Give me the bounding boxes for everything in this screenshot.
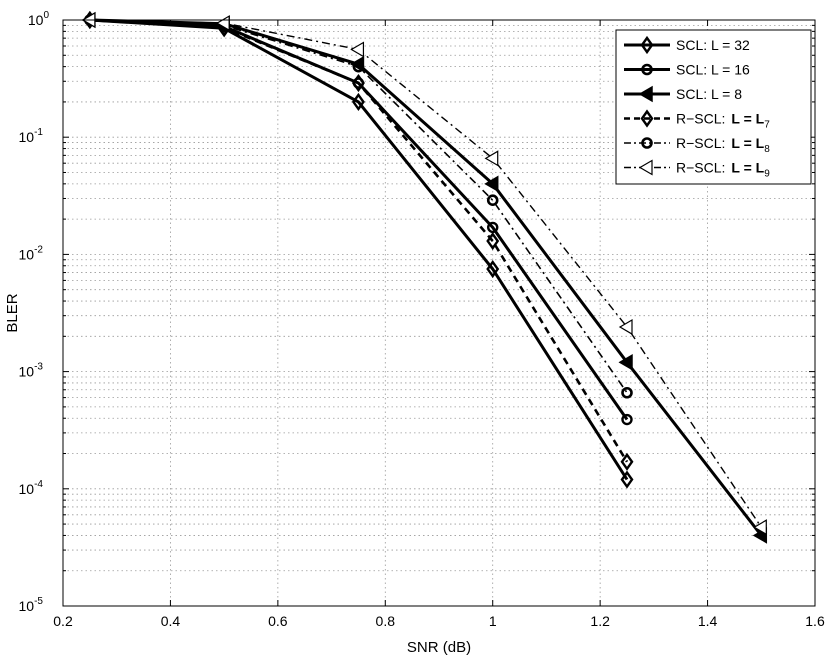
y-tick-label: 10-1 bbox=[19, 127, 44, 145]
circle-marker bbox=[352, 60, 365, 73]
axis-ticks: 0.2 0.4 0.6 0.8 1 1.2 1.4 1.6 100 10-1 10-2 10-3 10-… bbox=[19, 10, 825, 629]
legend-box bbox=[615, 29, 812, 185]
x-tick-label: 0.4 bbox=[161, 613, 181, 629]
legend-entry: R−SCL: L = L8 bbox=[624, 135, 770, 155]
plot-frame bbox=[62, 19, 816, 607]
triangle-left-open-marker bbox=[753, 519, 767, 536]
legend-entry: SCL: L = 16 bbox=[624, 62, 750, 78]
x-tick-label: 1.4 bbox=[698, 613, 718, 629]
diamond-marker bbox=[620, 470, 634, 489]
diamond-marker bbox=[351, 73, 365, 93]
diamond-marker bbox=[640, 109, 654, 128]
x-tick-label: 1.6 bbox=[805, 613, 825, 629]
x-tick-label: 1.2 bbox=[590, 613, 610, 629]
legend-entry: R−SCL: L = L9 bbox=[624, 159, 770, 180]
legend-label: SCL: L = 8 bbox=[676, 86, 742, 102]
triangle-left-open-marker bbox=[618, 318, 633, 336]
diamond-marker bbox=[351, 92, 365, 111]
y-tick-label: 100 bbox=[28, 10, 50, 28]
series-line bbox=[89, 19, 628, 394]
legend-entry: SCL: L = 32 bbox=[624, 35, 750, 55]
circle-marker bbox=[621, 413, 633, 426]
circle-marker bbox=[641, 137, 653, 149]
diamond-marker bbox=[486, 231, 500, 251]
legend-label: R−SCL: L = L8 bbox=[676, 135, 770, 155]
legend-label: SCL: L = 16 bbox=[676, 62, 750, 78]
diamond-marker bbox=[620, 452, 634, 471]
triangle-left-open-marker bbox=[484, 150, 499, 167]
y-tick-label: 10-5 bbox=[19, 596, 44, 614]
triangle-left-marker bbox=[638, 85, 653, 103]
diamond-marker bbox=[486, 259, 500, 279]
y-tick-label: 10-4 bbox=[19, 479, 44, 497]
x-axis-label: SNR (dB) bbox=[407, 639, 471, 656]
legend-label: R−SCL: L = L9 bbox=[676, 160, 770, 180]
circle-marker bbox=[621, 386, 633, 399]
x-tick-label: 0.2 bbox=[53, 613, 73, 629]
series-layer bbox=[81, 10, 768, 544]
legend-entry: R−SCL: L = L7 bbox=[624, 109, 770, 131]
legend-entry: SCL: L = 8 bbox=[624, 85, 742, 103]
circle-marker bbox=[641, 63, 653, 76]
y-tick-label: 10-3 bbox=[19, 362, 44, 380]
series-line bbox=[89, 19, 762, 528]
diamond-marker bbox=[640, 35, 654, 55]
series-line bbox=[89, 18, 629, 463]
x-tick-label: 0.8 bbox=[376, 613, 396, 629]
legend: SCL: L = 32 SCL: L = 16 SCL: L = 8 R−SCL: L … bbox=[615, 29, 812, 185]
triangle-left-marker bbox=[484, 175, 499, 193]
triangle-left-marker bbox=[618, 354, 633, 371]
triangle-left-open-marker bbox=[350, 41, 365, 58]
circle-marker bbox=[486, 194, 499, 207]
y-axis-label: BLER bbox=[4, 293, 21, 332]
legend-label: SCL: L = 32 bbox=[676, 37, 750, 53]
circle-marker bbox=[487, 221, 499, 234]
x-tick-label: 1 bbox=[489, 613, 497, 629]
y-tick-label: 10-2 bbox=[19, 244, 44, 262]
x-tick-label: 0.6 bbox=[268, 613, 288, 629]
triangle-left-open-marker bbox=[638, 159, 653, 176]
legend-label: R−SCL: L = L7 bbox=[676, 111, 770, 131]
